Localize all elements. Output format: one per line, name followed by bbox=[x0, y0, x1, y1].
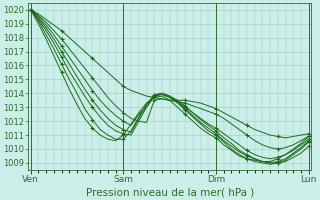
X-axis label: Pression niveau de la mer( hPa ): Pression niveau de la mer( hPa ) bbox=[85, 187, 254, 197]
